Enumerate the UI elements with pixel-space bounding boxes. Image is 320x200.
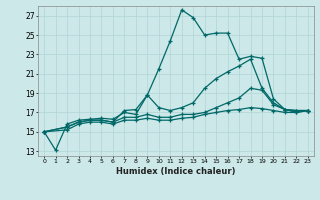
X-axis label: Humidex (Indice chaleur): Humidex (Indice chaleur) [116, 167, 236, 176]
